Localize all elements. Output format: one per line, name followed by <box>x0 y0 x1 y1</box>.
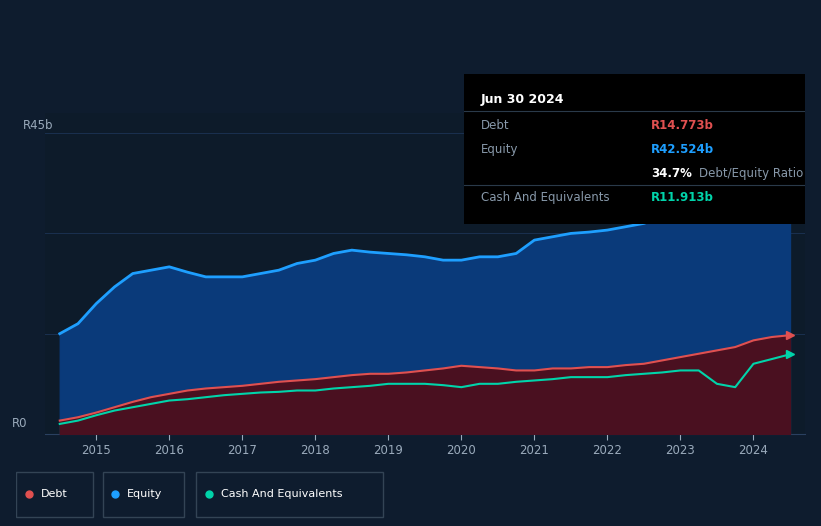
Text: R42.524b: R42.524b <box>651 143 714 156</box>
Text: R14.773b: R14.773b <box>651 119 714 132</box>
Text: R11.913b: R11.913b <box>651 190 714 204</box>
Text: Equity: Equity <box>127 489 163 500</box>
Text: Cash And Equivalents: Cash And Equivalents <box>481 190 609 204</box>
Text: Cash And Equivalents: Cash And Equivalents <box>221 489 342 500</box>
Text: Debt: Debt <box>481 119 510 132</box>
Text: R0: R0 <box>11 417 27 430</box>
Bar <box>196 472 383 517</box>
Text: 34.7%: 34.7% <box>651 167 692 179</box>
Bar <box>103 472 184 517</box>
Text: Jun 30 2024: Jun 30 2024 <box>481 93 564 106</box>
Text: R45b: R45b <box>23 119 53 132</box>
Text: Equity: Equity <box>481 143 518 156</box>
Text: Debt: Debt <box>41 489 68 500</box>
Text: Debt/Equity Ratio: Debt/Equity Ratio <box>699 167 803 179</box>
Bar <box>16 472 93 517</box>
